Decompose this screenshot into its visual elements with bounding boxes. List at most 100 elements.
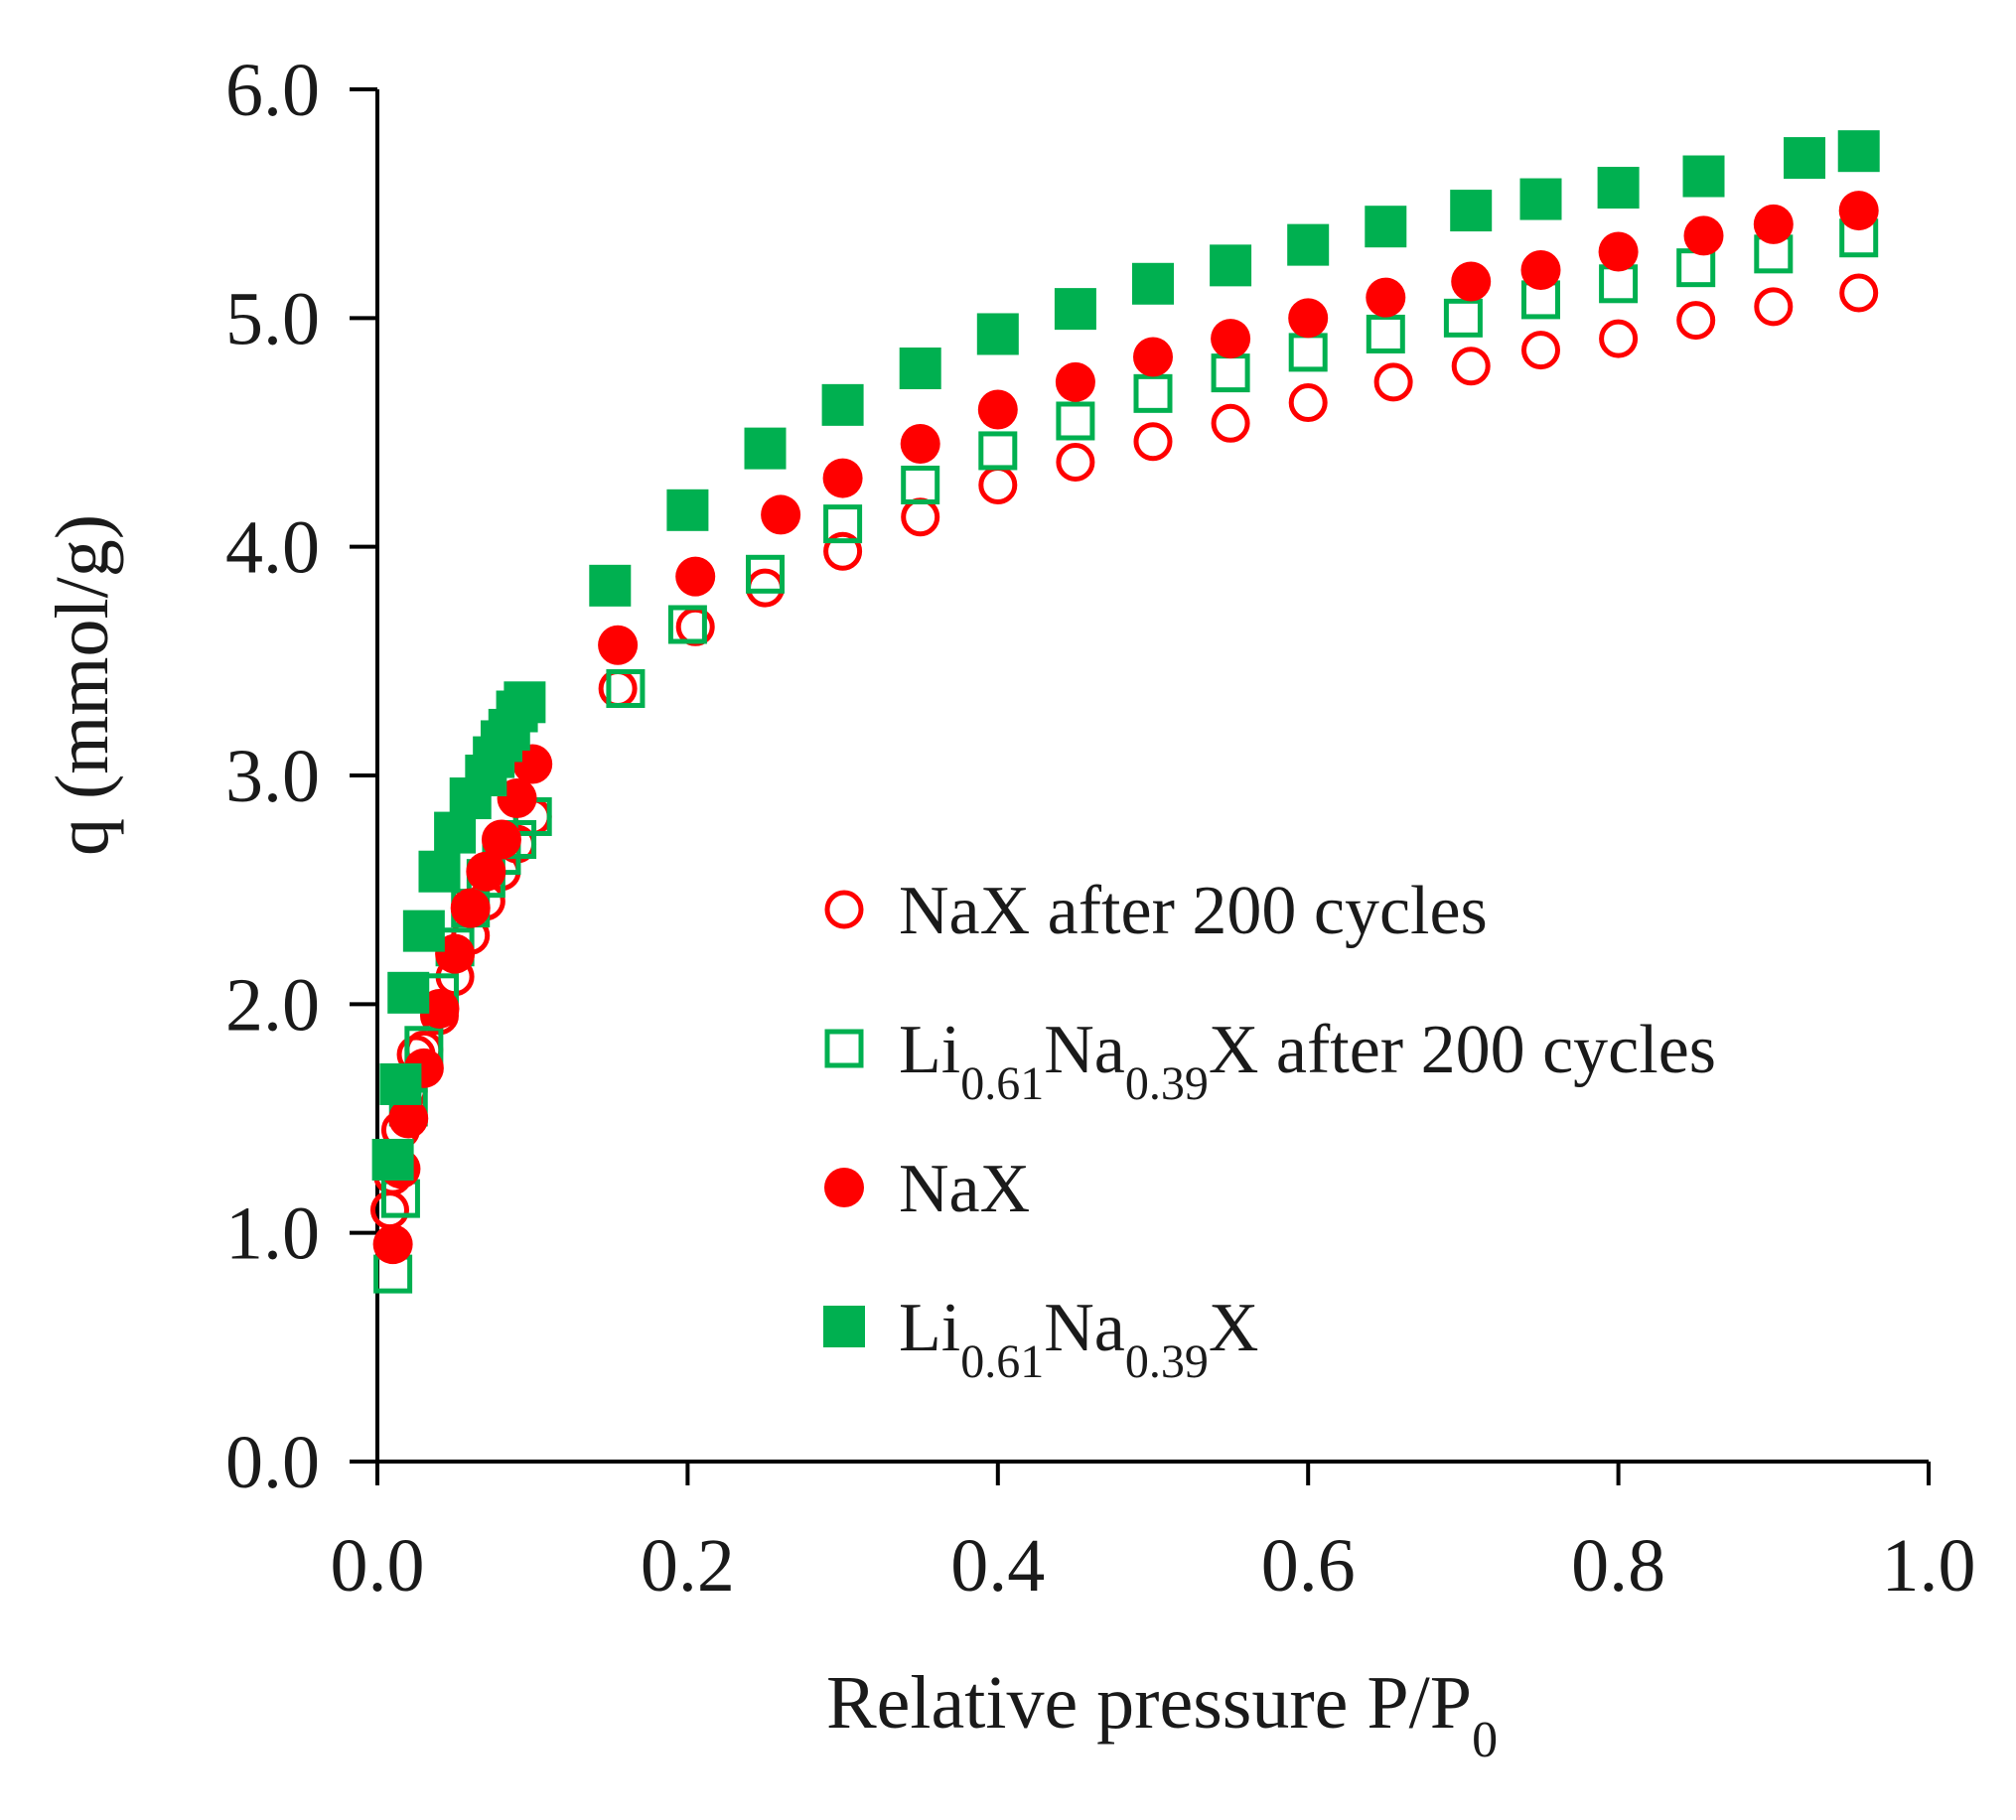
data-point	[598, 625, 639, 665]
data-point	[1365, 206, 1407, 248]
data-point	[1211, 319, 1251, 359]
data-point	[1837, 130, 1880, 173]
data-point	[744, 427, 787, 470]
y-tick-label: 4.0	[225, 506, 320, 590]
data-point	[418, 850, 461, 893]
data-point	[978, 465, 1018, 504]
data-point	[675, 607, 715, 646]
legend-label: Li0.61Na0.39X after 200 cycles	[899, 1012, 1716, 1110]
data-point	[1288, 333, 1328, 372]
data-point	[1443, 298, 1483, 338]
data-point	[419, 988, 460, 1029]
y-axis-ticks: 0.0 1.0 2.0 3.0 4.0 5.0 6.0	[225, 49, 377, 1504]
series-3	[371, 130, 1880, 1181]
legend-marker	[824, 890, 864, 929]
data-point	[675, 556, 716, 597]
data-point	[1133, 422, 1173, 462]
legend-item: Li0.61Na0.39X	[823, 1290, 1258, 1388]
legend-label: NaX after 200 cycles	[899, 873, 1488, 949]
series-2	[372, 191, 1879, 1265]
data-point	[1838, 191, 1879, 231]
x-axis-ticks: 0.0 0.2 0.4 0.6 0.8 1.0	[331, 1462, 1976, 1608]
data-point	[1288, 298, 1329, 339]
data-point	[402, 910, 445, 952]
data-point	[1519, 178, 1562, 220]
legend-label-part: Li	[899, 1012, 960, 1088]
legend-label-part: NaX after 200 cycles	[899, 873, 1488, 949]
legend-label: NaX	[899, 1151, 1030, 1227]
data-point	[371, 1138, 414, 1181]
y-tick-label: 1.0	[225, 1192, 320, 1276]
x-tick-label: 0.0	[331, 1524, 425, 1608]
data-point	[1373, 362, 1413, 402]
data-point	[977, 389, 1018, 430]
data-point	[746, 554, 785, 594]
data-point	[388, 1098, 429, 1139]
x-tick-label: 0.2	[641, 1524, 735, 1608]
y-tick-label: 2.0	[225, 963, 320, 1047]
x-axis-title-subscript: 0	[1472, 1712, 1498, 1768]
data-point	[978, 431, 1018, 471]
data-point	[379, 1062, 422, 1105]
data-point	[1597, 167, 1640, 210]
data-point	[1676, 248, 1716, 288]
data-point	[1839, 273, 1879, 313]
data-point	[1683, 215, 1724, 256]
data-point	[497, 778, 537, 819]
data-point	[512, 744, 553, 784]
data-point	[1133, 337, 1173, 377]
data-point	[435, 933, 476, 974]
data-point	[822, 458, 863, 498]
legend-item: NaX after 200 cycles	[824, 873, 1488, 949]
x-tick-label: 0.8	[1571, 1524, 1665, 1608]
data-point	[387, 971, 430, 1014]
data-point	[589, 564, 632, 607]
data-point	[504, 681, 546, 724]
data-point	[466, 851, 506, 892]
legend-label-part: Na	[1044, 1012, 1125, 1088]
data-point	[1784, 137, 1826, 180]
x-tick-label: 0.4	[950, 1524, 1045, 1608]
data-point	[1451, 347, 1491, 386]
data-point	[1132, 262, 1174, 305]
data-point	[1288, 383, 1328, 423]
data-point	[606, 668, 646, 708]
series-1	[373, 218, 1879, 1294]
legend-marker	[824, 1029, 864, 1068]
legend-label: Li0.61Na0.39X	[899, 1290, 1258, 1388]
y-tick-label: 6.0	[225, 49, 320, 132]
series-layer	[369, 130, 1880, 1294]
data-point	[746, 568, 785, 608]
data-point	[1520, 249, 1561, 290]
data-point	[1287, 223, 1330, 266]
data-point	[823, 531, 863, 571]
data-point	[761, 494, 801, 535]
legend-label-subscript: 0.61	[960, 1335, 1044, 1388]
data-point	[1133, 373, 1173, 413]
legend-label-part: Na	[1044, 1290, 1125, 1366]
legend: NaX after 200 cycles Li0.61Na0.39X after …	[823, 873, 1716, 1388]
data-point	[1366, 314, 1405, 353]
data-point	[1055, 361, 1095, 402]
y-tick-label: 0.0	[225, 1421, 320, 1504]
legend-label-subscript: 0.39	[1125, 1057, 1209, 1110]
data-point	[1451, 261, 1492, 302]
legend-label-subscript: 0.39	[1125, 1335, 1209, 1388]
y-tick-label: 5.0	[225, 277, 320, 360]
legend-label-part: NaX	[899, 1151, 1030, 1227]
data-point	[1210, 244, 1252, 287]
legend-marker	[823, 1306, 865, 1347]
data-point	[667, 605, 707, 644]
data-point	[1521, 331, 1560, 370]
data-point	[900, 424, 940, 465]
y-axis-title: q (mmol/g)	[41, 514, 124, 856]
data-point	[1211, 353, 1250, 393]
data-point	[1211, 403, 1250, 443]
data-point	[821, 383, 864, 426]
legend-label-subscript: 0.61	[960, 1057, 1044, 1110]
data-point	[666, 489, 709, 531]
data-point	[372, 1224, 413, 1265]
x-tick-label: 0.6	[1261, 1524, 1356, 1608]
